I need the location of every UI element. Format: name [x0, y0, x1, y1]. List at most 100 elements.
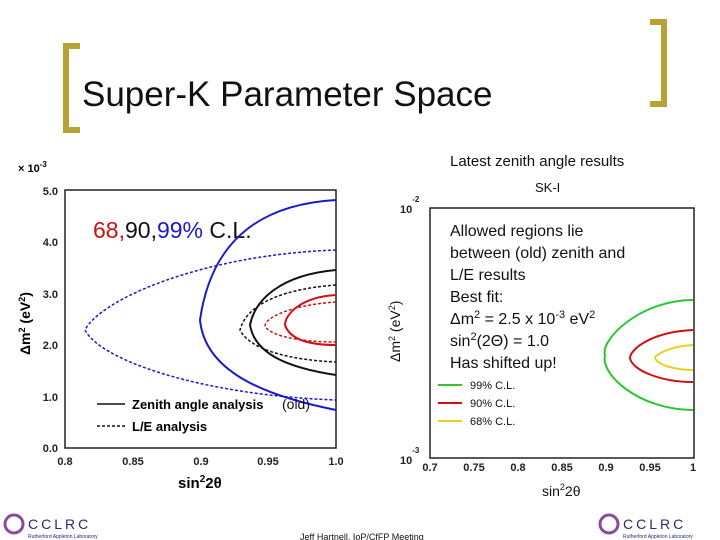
- x-tick-label: 0.8: [57, 456, 72, 468]
- tick-part: 10: [400, 455, 412, 467]
- note-line: Best fit:: [450, 289, 503, 306]
- y-label: Δm2 (eV2): [387, 301, 403, 362]
- logo-swirl: [598, 513, 620, 535]
- old-note: (old): [282, 396, 310, 412]
- note-line: Allowed regions lie: [450, 223, 584, 240]
- contour: [84, 249, 337, 401]
- y-tick-label: 0.0: [43, 443, 58, 455]
- label-part: 2θ: [565, 483, 581, 499]
- note-part: Δm: [450, 311, 474, 328]
- x-tick-label: 1.0: [328, 456, 343, 468]
- tick-part: 10: [400, 204, 412, 216]
- label-part: Δm: [17, 332, 33, 355]
- label-part: 2: [560, 482, 565, 492]
- legend-label: 99% C.L.: [470, 380, 515, 392]
- label-part: 2θ: [205, 475, 221, 492]
- contour: [283, 294, 337, 346]
- y-tick-label: 1.0: [43, 392, 58, 404]
- x-tick-label: 0.8: [510, 462, 525, 474]
- label-part: 2: [200, 474, 206, 485]
- x-tick-label: 0.75: [463, 462, 484, 474]
- label-part: (eV: [387, 310, 403, 336]
- cl-part: 68,: [93, 217, 125, 243]
- bracket-left: [63, 43, 80, 133]
- logo-name: CCLRC: [623, 516, 686, 532]
- x-tick-label: 0.85: [551, 462, 572, 474]
- note-line: Has shifted up!: [450, 355, 557, 372]
- contour: [628, 329, 694, 383]
- x-tick-label: 0.9: [193, 456, 208, 468]
- x-tick-label: 0.95: [257, 456, 278, 468]
- x-tick-label: 1: [690, 462, 696, 474]
- label-part: sin: [178, 475, 200, 492]
- note-part: sin: [450, 333, 470, 350]
- x-tick-label: 0.95: [639, 462, 660, 474]
- x-label: sin22θ: [542, 482, 581, 499]
- y-label: Δm2 (eV2): [17, 292, 33, 355]
- y-tick-label: 10-3: [400, 446, 420, 467]
- footer: Jeff Hartnell, IoP/CfFP Meeting: [300, 532, 424, 540]
- x-tick-label: 0.9: [598, 462, 613, 474]
- slide-title: Super-K Parameter Space: [82, 75, 492, 114]
- logo-left: CCLRC Rutherford Appleton Laboratory: [3, 513, 98, 540]
- label-part: ): [17, 292, 33, 297]
- cl-label: 68,90,99% C.L.: [93, 217, 252, 243]
- note-part: (2Θ) = 1.0: [477, 333, 550, 350]
- contours: [84, 199, 337, 411]
- y-tick-label: 2.0: [43, 340, 58, 352]
- contour: [239, 284, 337, 363]
- heading: Latest zenith angle results: [450, 153, 624, 170]
- note-line: sin2(2Θ) = 1.0: [450, 331, 549, 350]
- x-tick-label: 0.7: [422, 462, 437, 474]
- contour: [248, 269, 337, 376]
- label-part: 2: [17, 327, 27, 332]
- contour: [198, 199, 337, 411]
- right-plot: Latest zenith angle results SK-I 10-2 10…: [387, 153, 696, 499]
- legend-label: 90% C.L.: [470, 398, 515, 410]
- x-tick-label: 0.85: [122, 456, 143, 468]
- note-line: L/E results: [450, 267, 526, 284]
- label-part: ): [387, 301, 403, 306]
- contour: [603, 299, 694, 411]
- note-part: -3: [555, 309, 565, 321]
- label-part: Δm: [387, 341, 403, 362]
- tick-part: -3: [412, 446, 420, 455]
- note-part: 2: [474, 309, 480, 321]
- notes: Allowed regions lie between (old) zenith…: [450, 223, 625, 372]
- note-line: between (old) zenith and: [450, 245, 625, 262]
- note-part: 2: [470, 331, 476, 343]
- bracket-right: [650, 19, 667, 107]
- label-part: 2: [387, 336, 397, 341]
- legend-label: Zenith angle analysis: [132, 397, 264, 412]
- subtitle: SK-I: [535, 180, 560, 195]
- label-part: 2: [17, 297, 27, 302]
- logo-swirl: [3, 513, 25, 535]
- exp-base: × 10: [18, 163, 40, 175]
- legend-label: 68% C.L.: [470, 416, 515, 428]
- axes-frame: [64, 189, 337, 449]
- contour: [653, 344, 694, 371]
- y-tick-label: 5.0: [43, 186, 58, 198]
- left-plot: × 10-3 0.0 1.0 2.0 3.0 4.0 5.0 0.8 0.85 …: [17, 160, 344, 492]
- tick-part: -2: [412, 195, 420, 204]
- note-line: Δm2 = 2.5 x 10-3 eV2: [450, 309, 595, 328]
- exp-power: -3: [40, 160, 48, 169]
- cl-part: C.L.: [203, 217, 252, 243]
- note-part: eV: [565, 311, 589, 328]
- exponent: × 10-3: [18, 160, 47, 175]
- contours: [603, 299, 694, 411]
- axes-frame: [429, 207, 695, 459]
- logo-right: CCLRC Rutherford Appleton Laboratory: [598, 513, 693, 540]
- x-label: sin22θ: [178, 474, 222, 492]
- y-tick-label: 3.0: [43, 289, 58, 301]
- note-part: = 2.5 x 10: [480, 311, 555, 328]
- logo-sub: Rutherford Appleton Laboratory: [623, 534, 693, 540]
- cl-part: 90,: [125, 217, 157, 243]
- contour: [264, 301, 337, 343]
- label-part: (eV: [17, 301, 33, 327]
- y-tick-label: 4.0: [43, 237, 58, 249]
- note-part: 2: [589, 309, 595, 321]
- logo-name: CCLRC: [28, 516, 91, 532]
- label-part: sin: [542, 483, 560, 499]
